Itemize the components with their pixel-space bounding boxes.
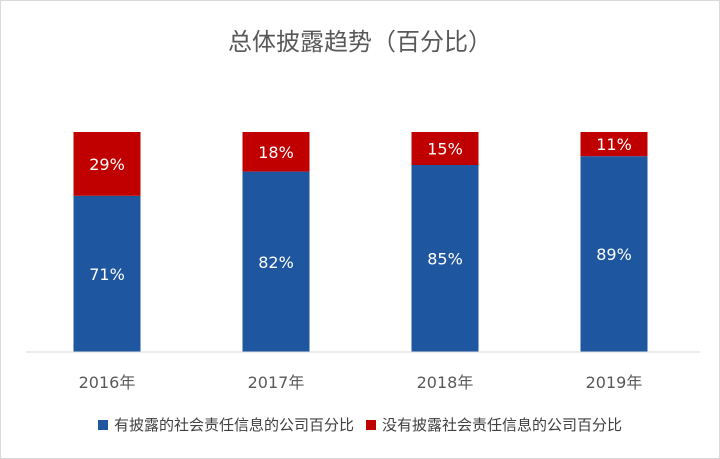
data-label-disclosed-3: 89% [596, 245, 632, 264]
x-tick-label-0: 2016年 [79, 373, 136, 392]
bar-segment-disclosed-2 [411, 165, 479, 352]
x-tick-label-1: 2017年 [248, 373, 305, 392]
data-label-not-disclosed-2: 15% [427, 140, 463, 159]
x-tick-label-3: 2019年 [586, 373, 643, 392]
bar-segment-disclosed-0 [73, 195, 141, 352]
chart-title: 总体披露趋势（百分比） [228, 28, 492, 56]
bar-segment-not-disclosed-3 [580, 132, 648, 157]
legend: 有披露的社会责任信息的公司百分比 没有披露社会责任信息的公司百分比 [0, 414, 720, 435]
legend-swatch-disclosed [97, 419, 108, 430]
data-label-disclosed-2: 85% [427, 250, 463, 269]
bar-segment-not-disclosed-0 [73, 132, 141, 196]
x-tick-labels: 2016年 2017年 2018年 2019年 [79, 373, 643, 392]
bar-segment-disclosed-1 [242, 171, 310, 352]
data-label-disclosed-1: 82% [258, 253, 294, 272]
bar-segment-not-disclosed-1 [242, 132, 310, 172]
legend-label-disclosed: 有披露的社会责任信息的公司百分比 [113, 416, 354, 434]
legend-label-not-disclosed: 没有披露社会责任信息的公司百分比 [382, 416, 623, 434]
legend-item-not-disclosed: 没有披露社会责任信息的公司百分比 [366, 414, 622, 435]
data-label-not-disclosed-3: 11% [596, 135, 632, 154]
x-tick-label-2: 2018年 [417, 373, 474, 392]
data-label-not-disclosed-0: 29% [89, 155, 125, 174]
data-label-disclosed-0: 71% [89, 265, 125, 284]
bar-segment-disclosed-3 [580, 156, 648, 352]
bars-layer: 71% 29% 82% 18% 85% 15% 89% 11% [73, 132, 648, 352]
legend-swatch-not-disclosed [366, 419, 376, 430]
legend-item-disclosed: 有披露的社会责任信息的公司百分比 [97, 414, 354, 435]
data-label-not-disclosed-1: 18% [258, 143, 294, 162]
bar-segment-not-disclosed-2 [411, 132, 479, 165]
